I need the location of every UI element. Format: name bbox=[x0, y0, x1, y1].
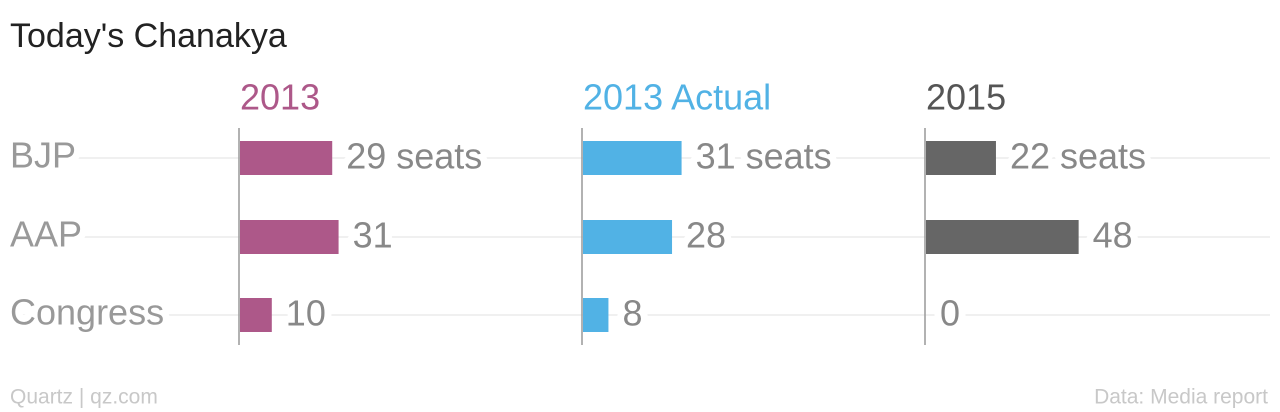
chart-title: Today's Chanakya bbox=[10, 17, 287, 55]
value-label: 29 seats bbox=[346, 136, 482, 177]
series-header: 2015 bbox=[926, 77, 1006, 118]
value-label: 31 seats bbox=[696, 136, 832, 177]
value-label: 22 seats bbox=[1010, 136, 1146, 177]
category-label: AAP bbox=[10, 214, 82, 255]
bar bbox=[926, 220, 1079, 254]
value-label: 0 bbox=[940, 293, 960, 334]
value-label: 31 bbox=[353, 215, 393, 256]
category-label: Congress bbox=[10, 292, 164, 333]
value-label: 48 bbox=[1093, 215, 1133, 256]
value-label: 10 bbox=[286, 293, 326, 334]
credit: Quartz | qz.com bbox=[10, 386, 158, 409]
bar bbox=[583, 220, 673, 254]
bar bbox=[240, 141, 333, 175]
value-label: 8 bbox=[622, 293, 642, 334]
series-header: 2013 Actual bbox=[583, 77, 771, 118]
category-label: BJP bbox=[10, 135, 76, 176]
bar bbox=[583, 141, 682, 175]
value-label: 28 bbox=[686, 215, 726, 256]
bar bbox=[240, 220, 339, 254]
source: Data: Media report bbox=[1094, 386, 1268, 409]
bar bbox=[583, 298, 609, 332]
series-header: 2013 bbox=[240, 77, 320, 118]
bar bbox=[926, 141, 996, 175]
bar bbox=[240, 298, 272, 332]
